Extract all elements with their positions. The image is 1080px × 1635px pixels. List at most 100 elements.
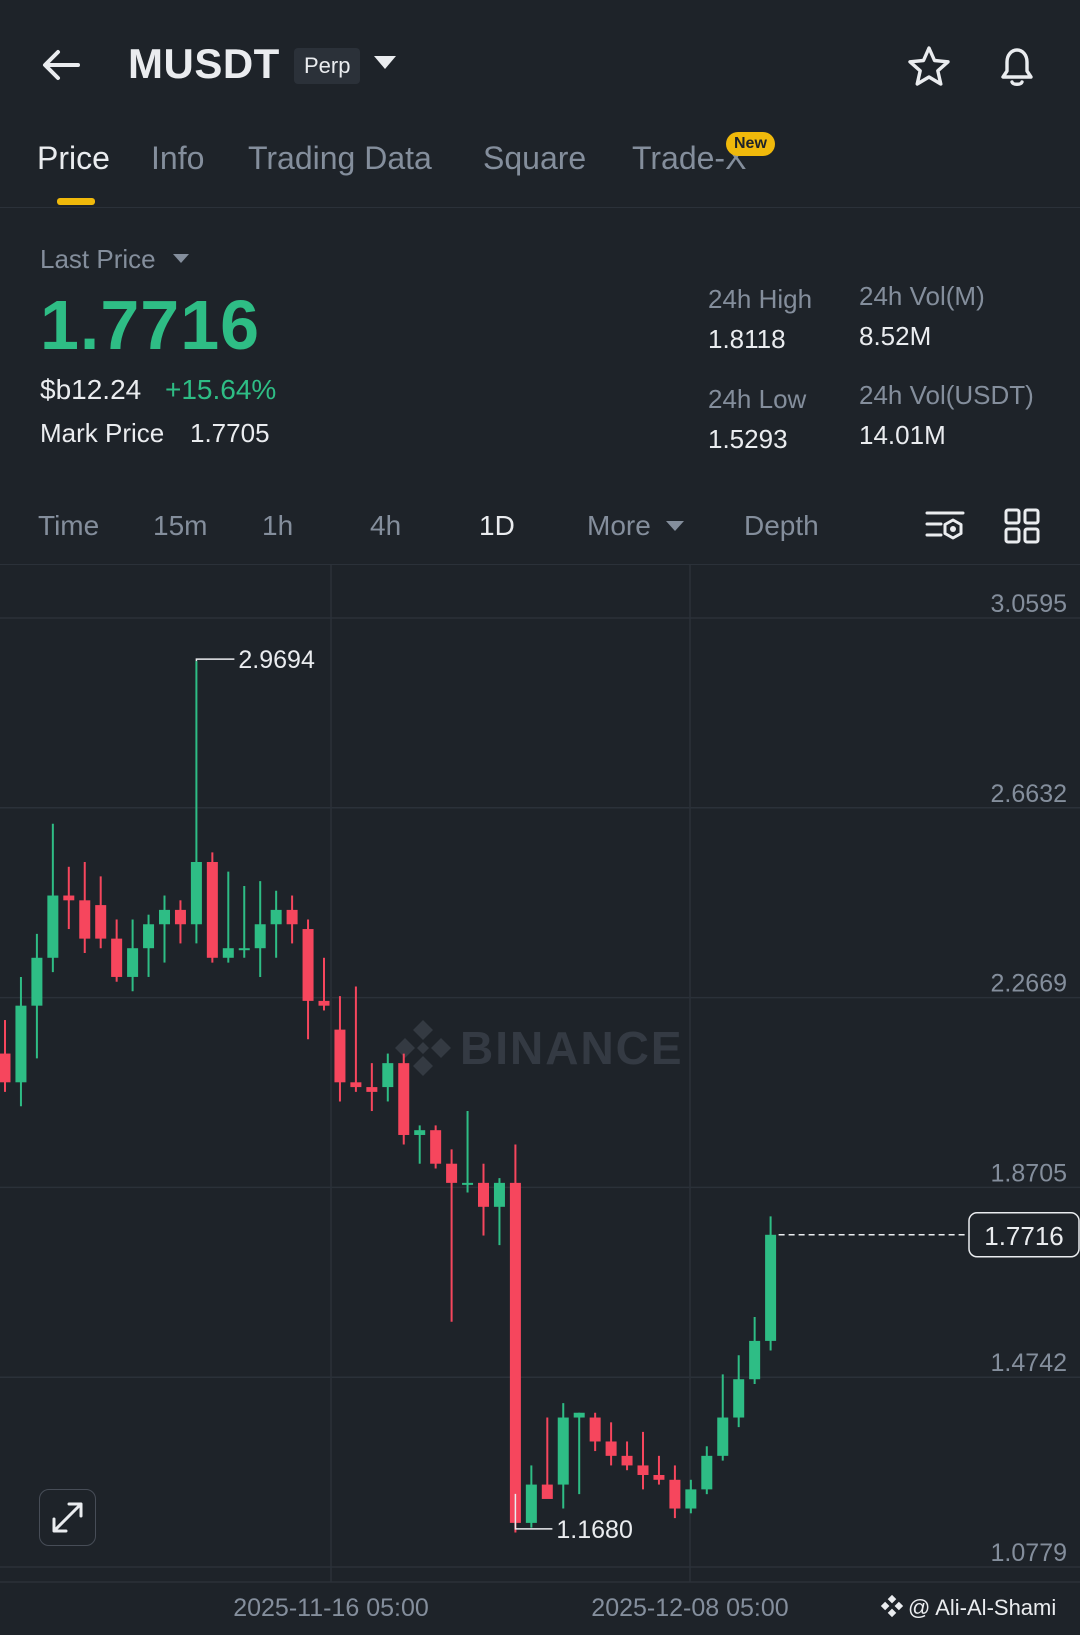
candle-body xyxy=(701,1455,713,1490)
interval-4h[interactable]: 4h xyxy=(370,510,402,541)
favorite-button[interactable] xyxy=(906,44,952,90)
time-axis: 2025-11-16 05:00 2025-12-08 05:00 xyxy=(233,1594,788,1622)
candle xyxy=(366,1063,378,1112)
candle xyxy=(717,1374,729,1461)
candle xyxy=(621,1441,633,1471)
candle-body xyxy=(254,924,266,949)
candle xyxy=(15,976,27,1107)
candle xyxy=(143,914,155,977)
interval-1d[interactable]: 1D xyxy=(479,510,515,541)
candle-body xyxy=(95,905,107,939)
interval-15m[interactable]: 15m xyxy=(153,510,208,541)
y-tick-label: 2.6632 xyxy=(991,780,1067,808)
y-tick-label: 3.0595 xyxy=(991,590,1067,618)
low-24h-value: 1.5293 xyxy=(708,424,788,454)
candle-body xyxy=(63,895,75,901)
candle xyxy=(190,661,202,944)
candle xyxy=(270,890,282,958)
candle xyxy=(589,1412,601,1452)
candle xyxy=(286,895,298,944)
candles xyxy=(0,661,777,1533)
chart-annotations: 2.9694 1.1680 1.7716 xyxy=(195,646,1080,1544)
y-tick-label: 2.2669 xyxy=(991,970,1067,998)
new-badge: New xyxy=(726,132,775,156)
candle xyxy=(525,1465,537,1528)
back-arrow-button[interactable] xyxy=(38,40,88,90)
last-price-caret-icon[interactable] xyxy=(173,254,189,263)
symbol-title[interactable]: MUSDT xyxy=(128,40,280,87)
watermark-text: BINANCE xyxy=(460,1022,684,1074)
candle xyxy=(605,1422,617,1466)
candle-body xyxy=(541,1484,553,1499)
mark-price-value: 1.7705 xyxy=(190,418,270,448)
indicator-settings-button[interactable] xyxy=(925,506,965,546)
candle xyxy=(318,957,330,1011)
last-price-selector[interactable]: Last Price xyxy=(40,244,156,274)
symbol-dropdown-caret-icon[interactable] xyxy=(374,56,396,69)
candle-body xyxy=(525,1484,537,1523)
binance-small-logo-icon xyxy=(880,1594,904,1624)
indicator-settings-icon xyxy=(925,511,965,540)
tab-trading-data[interactable]: Trading Data xyxy=(248,140,432,176)
more-caret-icon[interactable] xyxy=(666,521,684,531)
vol-usdt-value: 14.01M xyxy=(859,420,946,450)
vol-m-value: 8.52M xyxy=(859,321,932,351)
interval-1h[interactable]: 1h xyxy=(262,510,294,541)
tab-info[interactable]: Info xyxy=(151,140,205,176)
candle-body xyxy=(270,909,282,925)
candle xyxy=(0,1020,11,1092)
fiat-value: $b12.24 xyxy=(40,374,142,405)
candle-body xyxy=(685,1489,697,1509)
candle-body xyxy=(31,957,43,1006)
price-alert-button[interactable] xyxy=(993,42,1041,90)
interval-time[interactable]: Time xyxy=(38,510,100,541)
binance-watermark: BINANCE xyxy=(395,1020,684,1076)
bell-icon xyxy=(1001,48,1033,86)
candle-body xyxy=(366,1087,378,1092)
candle xyxy=(478,1163,489,1236)
y-tick-label: 1.8705 xyxy=(991,1159,1067,1187)
candle-body xyxy=(605,1441,617,1456)
last-price-value: 1.7716 xyxy=(40,286,261,364)
vol-usdt-label: 24h Vol(USDT) xyxy=(859,380,1034,410)
candle-body xyxy=(318,1000,330,1006)
candle xyxy=(222,871,234,963)
candle xyxy=(159,895,170,963)
depth-tab[interactable]: Depth xyxy=(744,510,819,541)
tab-square[interactable]: Square xyxy=(483,140,587,176)
candle-body xyxy=(589,1417,601,1442)
layout-grid-button[interactable] xyxy=(1004,508,1040,544)
mark-price-label: Mark Price xyxy=(40,418,165,448)
candle xyxy=(733,1355,745,1428)
candle xyxy=(462,1111,474,1193)
candle-body xyxy=(79,900,91,939)
candle xyxy=(701,1446,713,1495)
candle xyxy=(446,1149,458,1322)
candle-body xyxy=(174,909,186,925)
candle-body xyxy=(509,1182,521,1523)
candle-body xyxy=(159,909,170,925)
candle xyxy=(254,881,266,977)
candle-body xyxy=(478,1182,489,1207)
candle xyxy=(79,862,91,953)
candle-body xyxy=(238,948,250,951)
x-tick-label: 2025-12-08 05:00 xyxy=(591,1594,788,1622)
candle-body xyxy=(669,1479,681,1509)
candle xyxy=(238,885,250,958)
tab-price[interactable]: Price xyxy=(37,140,110,176)
candle-body xyxy=(621,1455,633,1466)
candle-body xyxy=(143,924,155,949)
back-arrow-icon xyxy=(43,50,80,80)
vol-m-label: 24h Vol(M) xyxy=(859,281,985,311)
candle xyxy=(174,900,186,944)
candle-body xyxy=(286,909,298,925)
fullscreen-button[interactable] xyxy=(39,1489,96,1546)
candle-body xyxy=(190,862,202,925)
y-tick-label: 1.4742 xyxy=(991,1349,1067,1377)
candle xyxy=(685,1479,697,1514)
current-price-box xyxy=(968,1212,1080,1258)
low-annotation-line xyxy=(514,1493,553,1530)
interval-more[interactable]: More xyxy=(587,510,651,541)
candle-body xyxy=(717,1417,729,1456)
